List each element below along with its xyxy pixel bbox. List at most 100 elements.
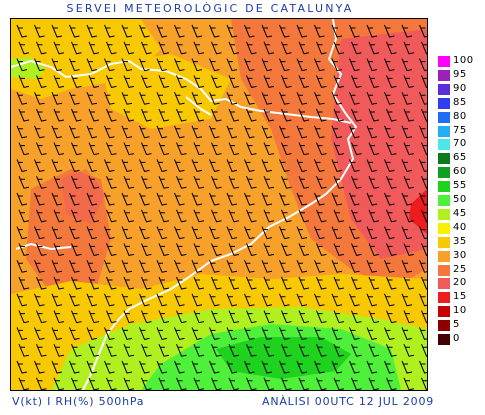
wind-barb [121, 327, 133, 340]
wind-barb [86, 159, 98, 172]
wind-barb [366, 360, 378, 374]
wind-barb [419, 192, 427, 206]
legend-swatch [438, 208, 450, 220]
wind-barb [401, 260, 413, 273]
wind-barb [141, 75, 152, 88]
legend-swatch [438, 83, 450, 95]
wind-barb [333, 310, 345, 324]
wind-barb [386, 209, 397, 223]
legend-swatch [438, 97, 450, 109]
legend-item: 20 [438, 277, 485, 290]
wind-barb [71, 108, 82, 122]
wind-barb [209, 159, 220, 172]
wind-barb [34, 125, 45, 139]
wind-barb [191, 360, 203, 374]
wind-barb [88, 377, 100, 390]
wind-barb [331, 92, 343, 105]
wind-barb [296, 58, 308, 72]
wind-barb [191, 327, 203, 340]
legend-item: 40 [438, 222, 485, 234]
legend-swatch [438, 56, 450, 67]
wind-barb [261, 125, 273, 139]
wind-barb [69, 327, 80, 340]
wind-barb [174, 58, 185, 72]
wind-barb [106, 75, 117, 88]
wind-barb [174, 226, 185, 240]
legend-label: 25 [453, 263, 467, 275]
wind-barb [174, 360, 185, 374]
wind-barb [53, 344, 65, 357]
legend-swatch [438, 139, 450, 151]
wind-barb [36, 377, 47, 390]
wind-barb [156, 24, 168, 38]
wind-barb [104, 58, 115, 72]
wind-barb [421, 377, 427, 390]
wind-barb [121, 360, 133, 374]
wind-barb [88, 41, 100, 55]
legend-label: 15 [453, 291, 467, 303]
wind-barb [384, 58, 395, 72]
wind-barb [298, 310, 310, 324]
wind-barb [401, 24, 413, 38]
wind-barb [228, 276, 240, 290]
wind-barb [281, 276, 292, 290]
legend-swatch [438, 264, 450, 276]
wind-barb [156, 360, 168, 374]
wind-barb [403, 176, 415, 189]
wind-barb [193, 377, 205, 390]
wind-barb [228, 310, 240, 324]
wind-barb [244, 58, 255, 72]
wind-barb [366, 293, 378, 307]
wind-barb [246, 310, 257, 324]
wind-barb [18, 142, 30, 156]
wind-barb [34, 327, 45, 340]
wind-barb [333, 75, 345, 88]
wind-barb [156, 260, 168, 273]
wind-barb [366, 125, 378, 139]
wind-barb [401, 226, 413, 240]
wind-barb [261, 360, 273, 374]
legend-item: 85 [438, 97, 485, 109]
wind-barb [141, 108, 152, 122]
legend-label: 35 [453, 235, 467, 247]
wind-barb [403, 377, 415, 390]
wind-barb [351, 142, 362, 156]
wind-barb [193, 176, 205, 189]
wind-barb [403, 276, 415, 290]
wind-barb [316, 377, 327, 390]
wind-barb [174, 24, 185, 38]
wind-barb [226, 24, 238, 38]
wind-barb [139, 293, 150, 307]
wind-barb [349, 125, 360, 139]
wind-barb [141, 41, 152, 55]
wind-barb [104, 24, 115, 38]
legend-swatch [438, 167, 450, 179]
wind-barb [401, 293, 413, 307]
wind-barb [18, 209, 30, 223]
wind-barb [419, 92, 427, 105]
wind-barb [36, 75, 47, 88]
wind-barb [176, 142, 187, 156]
wind-barb [366, 327, 378, 340]
wind-barb [419, 159, 427, 172]
wind-barb [384, 260, 395, 273]
wind-barb [176, 276, 187, 290]
wind-barb [419, 58, 427, 72]
wind-barb [86, 58, 98, 72]
wind-barb [384, 192, 395, 206]
wind-barb [71, 209, 82, 223]
wind-barb [156, 226, 168, 240]
wind-barb [366, 24, 378, 38]
wind-barb [211, 108, 222, 122]
wind-barb [141, 344, 152, 357]
wind-barb [281, 108, 292, 122]
wind-barb [123, 108, 135, 122]
wind-barb [314, 360, 325, 374]
wind-barb [211, 209, 222, 223]
wind-barb [158, 276, 170, 290]
wind-barb [261, 159, 273, 172]
wind-barb [53, 209, 65, 223]
wind-barb [228, 41, 240, 55]
wind-barb [281, 344, 292, 357]
wind-barb [263, 276, 275, 290]
